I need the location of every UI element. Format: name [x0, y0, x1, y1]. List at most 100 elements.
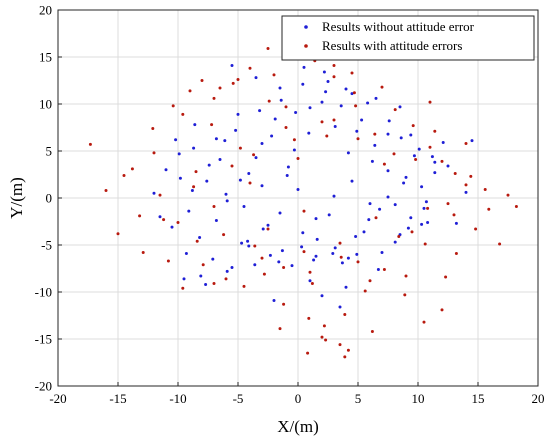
point-with-errors — [212, 282, 216, 286]
point-without-error — [355, 129, 359, 133]
point-with-errors — [181, 286, 185, 290]
point-with-errors — [152, 151, 156, 155]
point-without-error — [314, 254, 318, 258]
point-with-errors — [212, 96, 216, 100]
point-without-error — [350, 179, 354, 183]
point-with-errors — [343, 355, 347, 359]
point-without-error — [393, 240, 397, 244]
point-without-error — [320, 100, 324, 104]
point-without-error — [253, 263, 257, 267]
point-without-error — [272, 298, 276, 302]
point-with-errors — [444, 275, 448, 279]
point-without-error — [454, 221, 458, 225]
point-without-error — [470, 139, 474, 143]
y-tick-label: 0 — [46, 191, 53, 206]
x-tick-label: -15 — [109, 391, 126, 406]
point-with-errors — [350, 71, 354, 75]
point-with-errors — [222, 233, 226, 237]
point-without-error — [412, 154, 416, 158]
point-without-error — [402, 181, 406, 185]
x-tick-label: 5 — [355, 391, 362, 406]
x-tick-label: -5 — [233, 391, 244, 406]
point-without-error — [315, 237, 319, 241]
point-without-error — [258, 109, 262, 113]
point-without-error — [302, 65, 306, 69]
point-with-errors — [404, 274, 408, 278]
point-with-errors — [393, 108, 397, 112]
point-with-errors — [514, 204, 518, 208]
point-without-error — [273, 117, 277, 121]
point-without-error — [214, 137, 218, 141]
point-without-error — [290, 264, 294, 268]
point-without-error — [266, 223, 270, 227]
point-without-error — [254, 156, 258, 160]
point-without-error — [441, 141, 445, 145]
point-without-error — [426, 220, 430, 224]
point-without-error — [355, 252, 359, 256]
point-without-error — [386, 195, 390, 199]
x-tick-label: 10 — [412, 391, 425, 406]
point-with-errors — [422, 320, 426, 324]
point-with-errors — [292, 138, 296, 142]
point-without-error — [187, 209, 191, 213]
point-without-error — [326, 79, 330, 83]
point-with-errors — [487, 207, 491, 211]
point-without-error — [420, 222, 424, 226]
point-without-error — [277, 260, 281, 264]
point-without-error — [332, 194, 336, 198]
point-with-errors — [343, 313, 347, 317]
point-without-error — [268, 253, 272, 257]
point-with-errors — [212, 204, 216, 208]
point-with-errors — [464, 141, 468, 145]
point-with-errors — [282, 302, 286, 306]
point-without-error — [370, 159, 374, 163]
point-with-errors — [267, 99, 271, 103]
point-with-errors — [284, 126, 288, 129]
point-without-error — [164, 168, 168, 172]
point-without-error — [199, 274, 203, 278]
point-with-errors — [428, 100, 432, 104]
point-without-error — [380, 251, 384, 255]
legend: Results without attitude error Results w… — [281, 15, 535, 61]
point-without-error — [399, 136, 403, 140]
point-with-errors — [397, 235, 401, 239]
point-without-error — [225, 269, 229, 273]
point-without-error — [211, 257, 215, 261]
x-tick-label: -10 — [169, 391, 186, 406]
legend-box — [281, 15, 535, 61]
point-without-error — [214, 219, 218, 223]
point-without-error — [417, 147, 421, 151]
point-without-error — [430, 155, 434, 159]
point-with-errors — [392, 152, 396, 156]
point-with-errors — [373, 132, 377, 136]
point-without-error — [344, 285, 348, 289]
point-without-error — [409, 133, 413, 137]
point-without-error — [170, 225, 174, 229]
point-with-errors — [506, 193, 510, 197]
point-without-error — [308, 106, 312, 110]
point-without-error — [260, 184, 264, 188]
point-with-errors — [332, 118, 336, 122]
point-without-error — [242, 204, 246, 208]
point-without-error — [182, 277, 186, 281]
point-without-error — [184, 251, 188, 255]
point-with-errors — [242, 284, 246, 288]
y-axis-label: Y/(m) — [7, 177, 26, 219]
point-without-error — [240, 241, 244, 245]
point-without-error — [308, 279, 312, 283]
x-tick-label: -20 — [49, 391, 66, 406]
point-with-errors — [278, 327, 282, 331]
point-with-errors — [151, 126, 155, 130]
point-with-errors — [231, 81, 235, 85]
point-without-error — [386, 169, 390, 173]
y-tick-label: -20 — [35, 379, 52, 394]
point-with-errors — [253, 244, 257, 248]
point-without-error — [234, 128, 238, 132]
point-without-error — [307, 131, 311, 135]
point-without-error — [193, 123, 197, 127]
point-with-errors — [230, 164, 234, 168]
point-with-errors — [181, 112, 185, 116]
point-with-errors — [423, 242, 427, 246]
point-with-errors — [414, 157, 418, 161]
